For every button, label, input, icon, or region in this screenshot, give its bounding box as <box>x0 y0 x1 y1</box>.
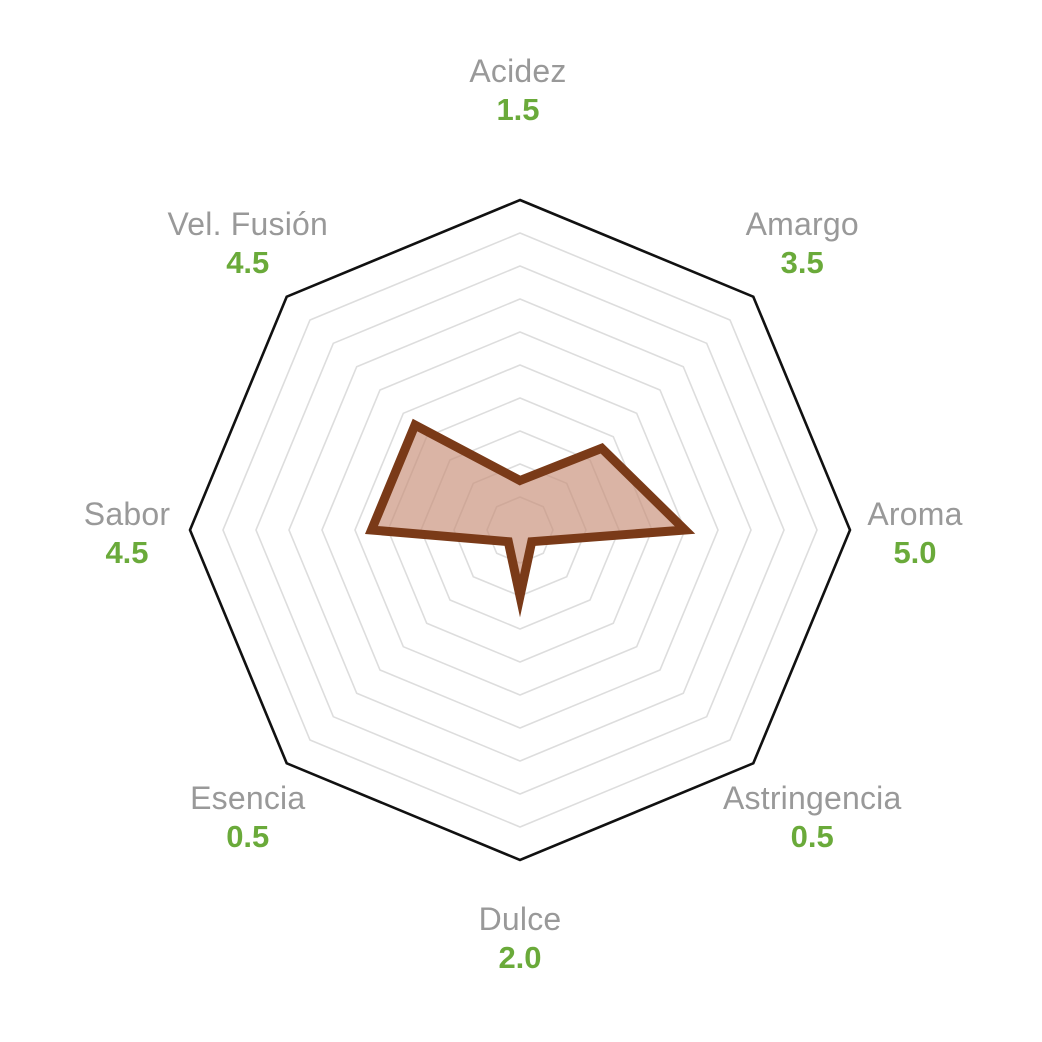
data-point-aroma <box>682 527 688 533</box>
axis-value: 1.5 <box>496 92 540 127</box>
axis-label-dulce: Dulce 2.0 <box>479 903 562 973</box>
axis-label-acidez: Acidez 1.5 <box>469 55 566 125</box>
grid-ring <box>222 232 818 828</box>
data-point-dulce <box>517 593 523 599</box>
data-point-astringencia <box>528 538 535 545</box>
grid-ring <box>288 298 752 762</box>
grid-ring <box>321 331 719 729</box>
axis-name: Amargo <box>745 205 859 242</box>
axis-value: 5.0 <box>893 535 937 570</box>
axis-label-sabor: Sabor 4.5 <box>84 498 170 568</box>
data-point-amargo <box>598 445 605 452</box>
axis-name: Astringencia <box>722 780 902 817</box>
axis-label-astringencia: Astringencia 0.5 <box>723 782 902 852</box>
series-area <box>364 418 696 618</box>
data-point-acidez <box>517 477 523 484</box>
axis-value: 4.5 <box>105 535 149 570</box>
data-point-esencia <box>505 538 512 545</box>
grid-ring <box>354 364 686 696</box>
axis-name: Dulce <box>478 901 562 937</box>
axis-name: Esencia <box>190 780 306 817</box>
axis-value: 2.0 <box>498 940 542 975</box>
axis-label-esencia: Esencia 0.5 <box>190 782 305 852</box>
axis-name: Aroma <box>867 496 963 532</box>
axis-label-aroma: Aroma 5.0 <box>867 498 962 568</box>
axis-label-vel-fusi-n: Vel. Fusión 4.5 <box>167 208 328 278</box>
axis-value: 3.5 <box>780 244 824 280</box>
axis-label-amargo: Amargo 3.5 <box>746 208 859 278</box>
outer-ring <box>188 198 852 862</box>
axis-value: 0.5 <box>790 819 834 855</box>
axis-name: Sabor <box>83 496 171 532</box>
axis-value: 0.5 <box>226 819 270 855</box>
axis-value: 4.5 <box>226 244 270 280</box>
data-point-vel-fusi-n <box>412 422 418 428</box>
data-point-sabor <box>368 527 375 533</box>
grid-ring <box>255 265 785 795</box>
axis-name: Vel. Fusión <box>167 205 329 242</box>
axis-name: Acidez <box>469 53 567 89</box>
